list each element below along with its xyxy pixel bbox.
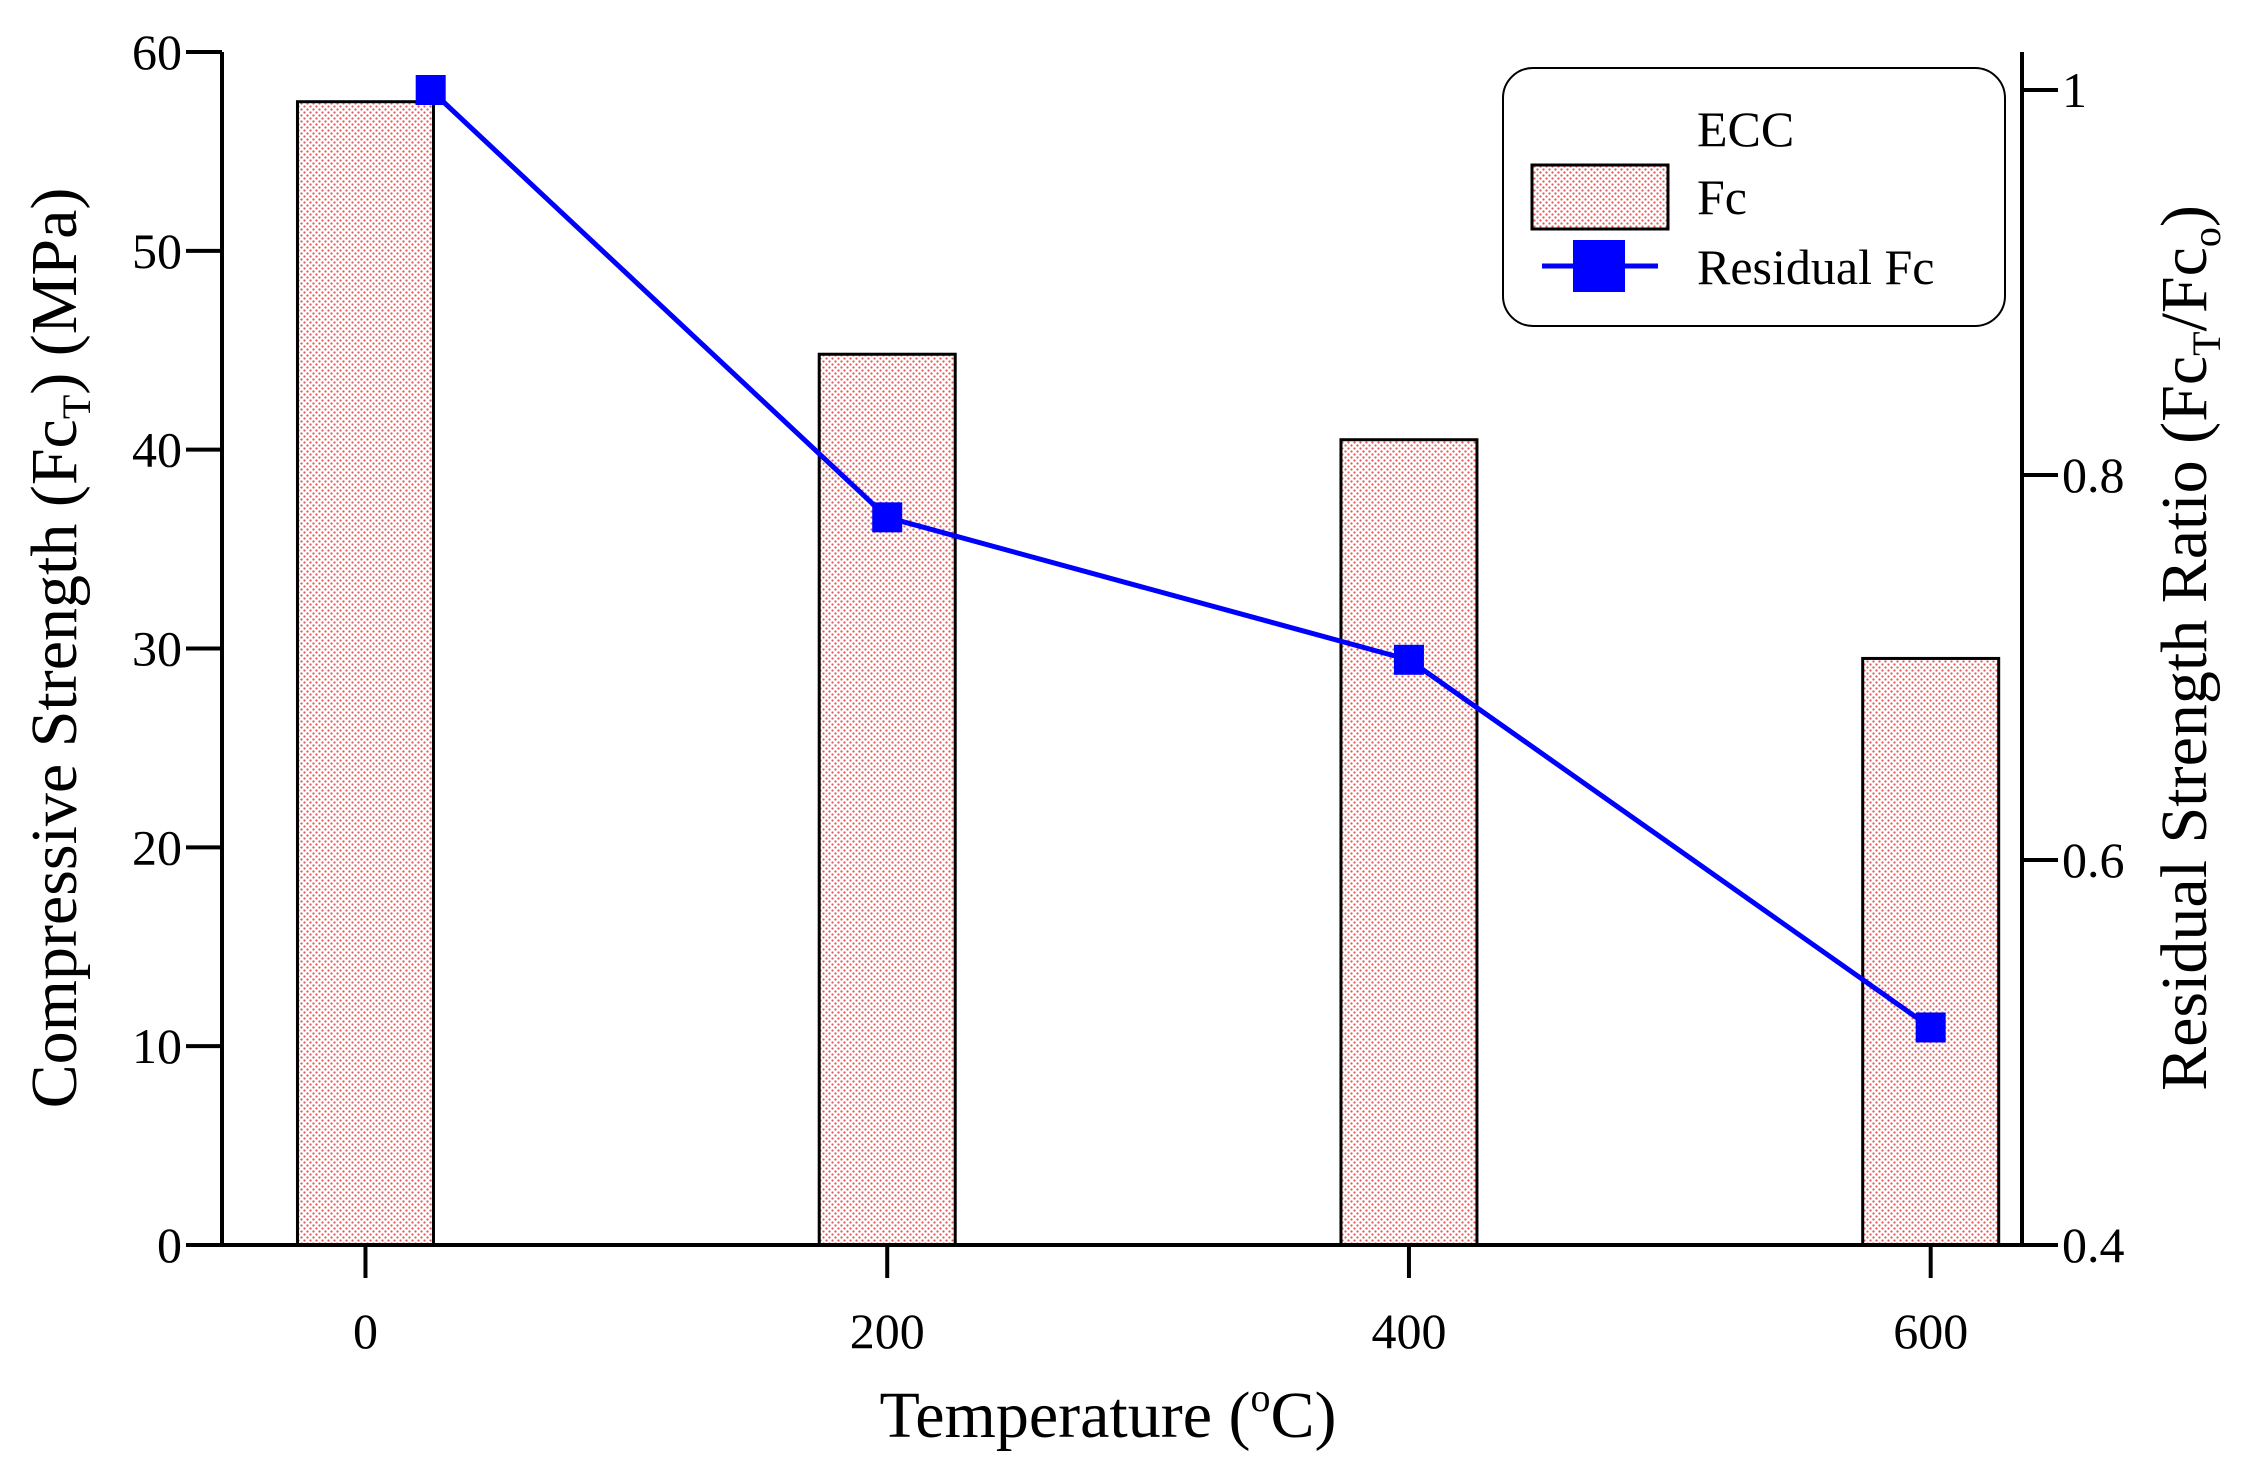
y-tick-label: 60	[132, 24, 182, 80]
x-tick-label: 200	[850, 1303, 925, 1359]
y-tick-label: 20	[132, 819, 182, 875]
y2-axis-title: Residual Strength Ratio (FcT/Fco)	[2148, 205, 2229, 1091]
y2-tick-label: 0.6	[2062, 832, 2125, 888]
legend-title: ECC	[1697, 101, 1794, 157]
bar-200	[817, 352, 957, 1247]
residual-fc-line	[428, 88, 1933, 1030]
residual-fc-marker-0	[415, 75, 446, 105]
bar-600	[1861, 656, 2001, 1247]
bar-400	[1339, 438, 1479, 1247]
x-tick-label: 400	[1371, 1303, 1446, 1359]
y2-tick-label: 1	[2062, 62, 2087, 118]
legend-label-fc: Fc	[1697, 169, 1747, 225]
x-tick-label: 0	[353, 1303, 378, 1359]
y-tick-label: 40	[132, 422, 182, 478]
residual-fc-marker-1	[872, 502, 903, 533]
y-axis-title: Compressive Strength (FcT) (MPa)	[18, 188, 99, 1109]
legend-swatch-bar	[1530, 163, 1670, 231]
y-tick-label: 50	[132, 223, 182, 279]
y-tick-label: 10	[132, 1018, 182, 1074]
y2-tick-label: 0.4	[2062, 1217, 2125, 1273]
legend: ECC Fc Residual Fc	[1502, 67, 2006, 327]
residual-fc-marker-3	[1915, 1012, 1946, 1043]
residual-fc-marker-2	[1393, 644, 1424, 675]
legend-label-residual: Residual Fc	[1697, 239, 1934, 295]
y2-tick-label: 0.8	[2062, 447, 2125, 503]
legend-box	[1502, 67, 2006, 327]
y-tick-label: 30	[132, 621, 182, 677]
x-axis-title: Temperature (oC)	[880, 1375, 1337, 1452]
line-series	[415, 75, 1946, 1043]
legend-swatch-marker	[1573, 240, 1625, 292]
x-tick-label: 600	[1893, 1303, 1968, 1359]
y-tick-label: 0	[157, 1217, 182, 1273]
bar-0	[295, 100, 435, 1247]
